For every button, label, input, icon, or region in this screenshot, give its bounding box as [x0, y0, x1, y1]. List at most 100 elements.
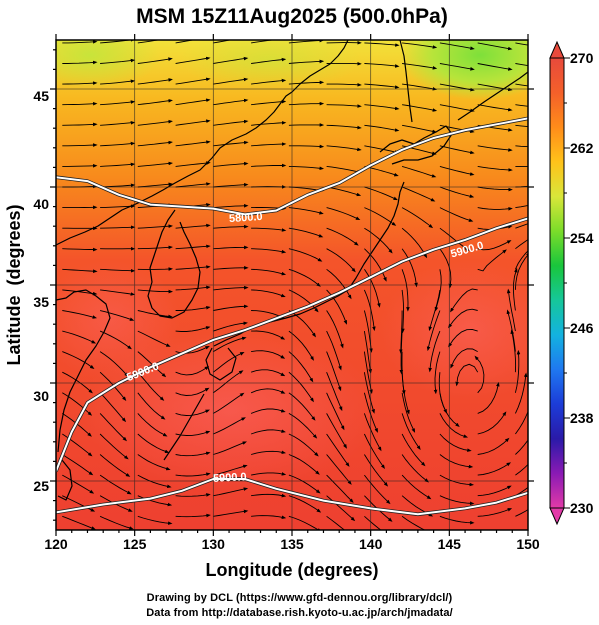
coastline-sakhalin [399, 40, 413, 123]
streamline [326, 392, 345, 431]
streamline [439, 515, 475, 525]
colorbar-tick-label: 262 [570, 140, 594, 156]
streamline [326, 248, 356, 273]
streamline [100, 289, 136, 296]
streamline [439, 186, 475, 198]
streamline [326, 495, 356, 522]
streamline [251, 121, 287, 126]
streamline [477, 63, 513, 71]
streamline [213, 182, 249, 188]
streamline [288, 392, 316, 421]
streamline [514, 372, 528, 414]
streamline [477, 508, 513, 517]
streamline [137, 98, 173, 106]
streamline [288, 474, 321, 494]
streamline [433, 351, 441, 395]
streamline [515, 463, 528, 476]
streamline [213, 266, 249, 270]
streamline [250, 408, 286, 414]
streamline [401, 474, 432, 500]
streamline [401, 269, 410, 312]
streamline [439, 145, 475, 155]
x-tick-label: 145 [438, 536, 462, 552]
streamline [62, 247, 98, 252]
coastline-asia [56, 40, 349, 246]
streamline [515, 509, 528, 517]
streamline [515, 223, 528, 229]
coastline-china-east [56, 289, 111, 453]
streamline [99, 330, 132, 350]
streamline [326, 474, 354, 503]
streamline [288, 268, 321, 287]
streamline [326, 413, 347, 449]
y-tick-label: 40 [33, 196, 49, 212]
streamline [175, 451, 211, 457]
colorbar-tick-label: 230 [570, 500, 594, 516]
streamline [213, 336, 247, 352]
y-tick-labels: 25 30 35 40 45 [33, 88, 49, 494]
streamline [439, 165, 475, 176]
streamline [175, 98, 211, 106]
streamline [515, 205, 528, 209]
x-tick-labels: 120 125 130 135 140 145 150 [44, 536, 540, 552]
streamline [477, 104, 513, 112]
streamline [364, 248, 387, 282]
streamline [175, 77, 211, 85]
streamline [100, 121, 136, 126]
contour-label-5900-south: 5900.0 [213, 471, 247, 485]
streamline [477, 145, 513, 152]
streamline [477, 485, 512, 497]
streamline [250, 369, 286, 377]
streamline [288, 515, 322, 530]
cool-region-n [180, 40, 360, 90]
streamline [288, 165, 325, 171]
streamline [401, 165, 437, 178]
streamline [175, 472, 211, 477]
streamline [477, 437, 510, 455]
streamline [250, 429, 286, 435]
credit-drawing: Drawing by DCL (https://www.gfd-dennou.o… [146, 592, 453, 604]
streamline [515, 124, 528, 127]
coastline-kyushu [205, 347, 237, 381]
x-tick-label: 125 [123, 536, 147, 552]
coastline-kurils [457, 71, 528, 121]
streamline [288, 144, 325, 149]
streamline [364, 269, 381, 308]
streamline [477, 207, 513, 211]
y-tick-label: 25 [33, 478, 49, 494]
streamline [175, 182, 211, 188]
streamline [326, 289, 347, 325]
axis-ticks [50, 34, 534, 536]
coastline-taiwan [57, 459, 73, 501]
contour-line [56, 117, 528, 216]
streamline [515, 486, 528, 497]
coastline-ryukyu [163, 393, 205, 461]
streamline [364, 186, 398, 201]
streamline [477, 249, 507, 272]
streamline [251, 57, 287, 64]
streamline [288, 248, 323, 262]
streamline [288, 495, 322, 513]
streamline [439, 433, 472, 452]
streamline [175, 223, 211, 229]
streamline [251, 99, 287, 106]
streamline [137, 433, 170, 453]
streamline [137, 267, 174, 271]
streamline [137, 78, 173, 85]
streamline [363, 331, 372, 374]
colorbar-body [549, 57, 565, 509]
streamline [175, 493, 211, 497]
streamline [137, 371, 165, 401]
streamline [364, 124, 400, 132]
streamline [251, 330, 286, 340]
streamline [364, 83, 400, 89]
streamline [213, 245, 249, 250]
x-tick-label: 150 [516, 536, 540, 552]
streamline [251, 78, 287, 85]
streamline [251, 227, 287, 232]
streamline [363, 392, 378, 433]
streamline [62, 40, 98, 44]
streamline [363, 413, 382, 452]
streamline [402, 124, 437, 134]
cool-region-nw [56, 40, 160, 90]
